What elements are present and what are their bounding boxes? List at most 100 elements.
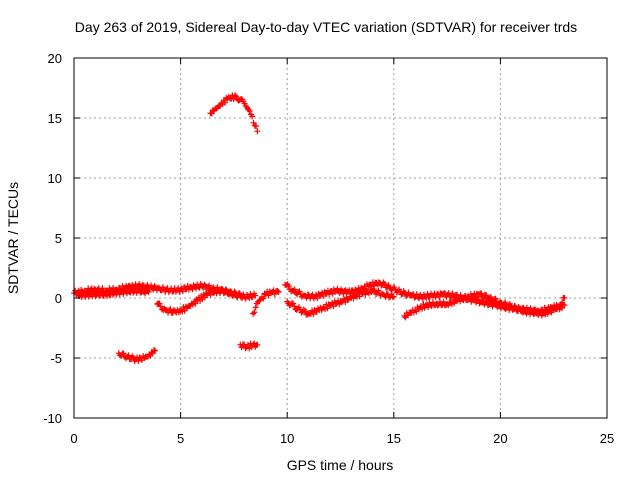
data-point-fill bbox=[213, 105, 220, 112]
data-point-fill bbox=[147, 352, 154, 359]
data-point-fill bbox=[326, 291, 333, 298]
data-point-fill bbox=[144, 288, 151, 295]
data-point-fill bbox=[436, 293, 443, 300]
data-point-fill bbox=[296, 288, 303, 295]
data-point-fill bbox=[231, 92, 238, 99]
data-point-fill bbox=[476, 300, 483, 307]
data-point-fill bbox=[157, 303, 164, 310]
x-tick-label: 0 bbox=[70, 431, 77, 446]
data-point-fill bbox=[251, 290, 258, 297]
data-point-fill bbox=[413, 291, 420, 298]
data-point bbox=[152, 347, 159, 354]
data-point-fill bbox=[560, 301, 567, 308]
data-point-fill bbox=[352, 286, 359, 293]
y-tick-label: -5 bbox=[50, 351, 62, 366]
ticks-layer: 0 5 10 15 20 25 -10 -5 0 5 10 15 20 bbox=[43, 51, 614, 446]
y-tick-label: -10 bbox=[43, 411, 62, 426]
data-point-fill bbox=[223, 286, 230, 293]
data-point-fill bbox=[176, 288, 183, 295]
data-point-fill bbox=[457, 298, 464, 305]
x-tick-label: 25 bbox=[600, 431, 614, 446]
y-tick-label: 0 bbox=[55, 291, 62, 306]
data-point-fill bbox=[536, 308, 543, 315]
data-point-fill bbox=[120, 350, 127, 357]
data-point-fill bbox=[381, 281, 388, 288]
data-point-fill bbox=[396, 286, 403, 293]
data-point-fill bbox=[324, 305, 331, 312]
data-point-fill bbox=[138, 357, 145, 364]
data-point-fill bbox=[240, 98, 247, 105]
data-point bbox=[254, 128, 261, 135]
data-point-fill bbox=[156, 300, 163, 307]
data-point-fill bbox=[368, 289, 375, 296]
data-point-fill bbox=[386, 294, 393, 301]
data-point-fill bbox=[253, 123, 260, 130]
data-point bbox=[256, 297, 263, 304]
data-point-fill bbox=[167, 306, 174, 313]
data-point-fill bbox=[421, 304, 428, 311]
x-tick-label: 20 bbox=[493, 431, 507, 446]
data-point-fill bbox=[313, 308, 320, 315]
data-point-fill bbox=[478, 290, 485, 297]
data-point-fill bbox=[512, 304, 519, 311]
data-point-fill bbox=[391, 284, 398, 291]
chart-title: Day 263 of 2019, Sidereal Day-to-day VTE… bbox=[75, 19, 577, 35]
data-point-fill bbox=[335, 297, 342, 304]
data-point-fill bbox=[320, 293, 327, 300]
data-point-fill bbox=[229, 291, 236, 298]
data-point-fill bbox=[291, 286, 298, 293]
data-point-fill bbox=[150, 347, 157, 354]
data-point-fill bbox=[292, 306, 299, 313]
data-point-fill bbox=[151, 283, 158, 290]
data-point-fill bbox=[560, 294, 567, 301]
data-point-fill bbox=[197, 280, 204, 287]
data-point-fill bbox=[463, 296, 470, 303]
grid-layer bbox=[74, 58, 607, 418]
data-point-fill bbox=[246, 108, 253, 115]
x-tick-label: 15 bbox=[387, 431, 401, 446]
data-point-fill bbox=[296, 304, 303, 311]
data-point-fill bbox=[362, 291, 369, 298]
data-point-fill bbox=[253, 342, 260, 349]
data-point-fill bbox=[449, 290, 456, 297]
data-point-fill bbox=[290, 300, 297, 307]
x-tick-label: 10 bbox=[280, 431, 294, 446]
data-point-fill bbox=[274, 287, 281, 294]
data-point bbox=[250, 310, 257, 317]
data-point-fill bbox=[558, 305, 565, 312]
data-point-fill bbox=[250, 119, 257, 126]
data-point-fill bbox=[393, 289, 400, 296]
data-point-fill bbox=[99, 285, 106, 292]
data-point-fill bbox=[344, 296, 351, 303]
data-point-fill bbox=[398, 291, 405, 298]
data-points-layer bbox=[71, 92, 568, 365]
data-point-fill bbox=[192, 300, 199, 307]
data-point-fill bbox=[426, 293, 433, 300]
data-point-fill bbox=[356, 293, 363, 300]
data-point-fill bbox=[345, 296, 352, 303]
data-point-fill bbox=[236, 290, 243, 297]
data-point-fill bbox=[492, 295, 499, 302]
data-point-fill bbox=[448, 293, 455, 300]
data-point-fill bbox=[222, 99, 229, 106]
data-point-fill bbox=[341, 287, 348, 294]
data-point-fill bbox=[403, 293, 410, 300]
data-point-fill bbox=[285, 283, 292, 290]
data-point-fill bbox=[340, 290, 347, 297]
data-point-fill bbox=[125, 352, 132, 359]
data-point-fill bbox=[378, 282, 385, 289]
y-tick-label: 10 bbox=[48, 171, 62, 186]
data-point-fill bbox=[548, 309, 555, 316]
data-point-fill bbox=[181, 307, 188, 314]
data-point-fill bbox=[509, 306, 516, 313]
y-axis-label: SDTVAR / TECUs bbox=[5, 182, 21, 294]
x-tick-label: 5 bbox=[177, 431, 184, 446]
data-point-fill bbox=[143, 286, 150, 293]
data-point-fill bbox=[204, 292, 211, 299]
data-point-fill bbox=[271, 291, 278, 298]
data-point-fill bbox=[375, 287, 382, 294]
data-point-fill bbox=[451, 300, 458, 307]
data-point-fill bbox=[298, 293, 305, 300]
data-point-fill bbox=[472, 294, 479, 301]
